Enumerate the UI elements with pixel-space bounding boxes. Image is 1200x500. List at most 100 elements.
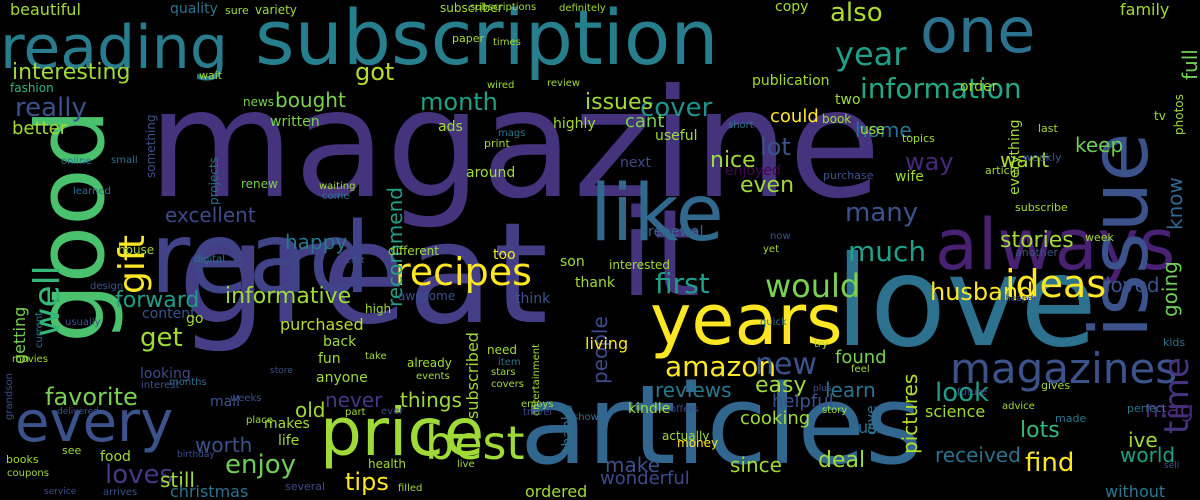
- cloud-word: enjoyed: [725, 163, 781, 179]
- cloud-word: waiting: [319, 181, 356, 192]
- cloud-word: easy: [755, 373, 807, 398]
- cloud-word: never: [325, 388, 383, 412]
- cloud-word: order: [960, 79, 998, 95]
- cloud-word: arrives: [103, 487, 138, 498]
- cloud-word: written: [270, 114, 320, 130]
- cloud-word: short: [728, 120, 754, 131]
- cloud-word: copy: [775, 0, 809, 15]
- cloud-word: issues: [585, 90, 653, 115]
- cloud-word: everything: [1007, 119, 1023, 195]
- cloud-word: world: [1120, 443, 1176, 467]
- cloud-word: small: [111, 155, 138, 166]
- cloud-word: sure: [225, 4, 249, 17]
- cloud-word: magazines: [950, 344, 1178, 393]
- cloud-word: ads: [438, 119, 463, 135]
- cloud-word: loved: [1105, 273, 1160, 297]
- cloud-word: story: [822, 405, 848, 416]
- cloud-word: kindle: [628, 401, 671, 417]
- cloud-word: months: [169, 377, 207, 388]
- cloud-word: better: [12, 118, 68, 139]
- cloud-word: delivered: [57, 407, 99, 417]
- cloud-word: son: [560, 254, 585, 270]
- cloud-word: informative: [225, 284, 352, 309]
- cloud-word: cant: [625, 111, 665, 132]
- cloud-word: book: [822, 112, 852, 126]
- cloud-word: feel: [851, 364, 870, 375]
- cloud-word: old: [295, 398, 326, 422]
- cloud-word: home: [855, 118, 912, 142]
- cloud-word: get: [140, 323, 183, 353]
- cloud-word: subscriptions: [470, 2, 537, 13]
- cloud-word: us: [858, 418, 877, 437]
- cloud-word: house: [118, 243, 155, 257]
- cloud-word: new: [755, 347, 818, 382]
- cloud-word: cooking: [740, 408, 811, 429]
- cloud-word: forward: [115, 288, 200, 313]
- cloud-word: still: [160, 468, 195, 492]
- cloud-word: fashion: [10, 81, 54, 95]
- cloud-word: looking: [140, 366, 191, 382]
- cloud-word: always: [935, 204, 1176, 286]
- cloud-word: interest: [141, 380, 180, 391]
- cloud-word: sell: [1164, 461, 1180, 471]
- cloud-word: way: [905, 148, 954, 176]
- cloud-word: find: [1025, 448, 1075, 478]
- cloud-word: subscribed: [463, 332, 482, 420]
- cloud-word: review: [547, 78, 581, 89]
- cloud-word: month: [420, 88, 498, 116]
- cloud-word: first: [655, 267, 710, 300]
- cloud-word: news: [243, 95, 275, 109]
- cloud-word: interesting: [12, 60, 131, 85]
- cloud-word: lots: [1020, 418, 1060, 443]
- cloud-word: worth: [195, 433, 253, 457]
- cloud-word: year: [835, 35, 907, 73]
- cloud-word: awesome: [398, 289, 456, 303]
- cloud-word: things: [400, 388, 462, 412]
- cloud-word: cover: [640, 93, 713, 123]
- cloud-word: books: [6, 453, 39, 466]
- cloud-word: something: [144, 114, 158, 178]
- cloud-word: grandson: [4, 372, 15, 420]
- cloud-word: got: [355, 58, 395, 86]
- cloud-word: content: [142, 306, 196, 322]
- cloud-word: articles: [520, 361, 923, 489]
- cloud-word: gives: [1041, 379, 1071, 392]
- cloud-word: enjoys: [521, 399, 554, 410]
- cloud-word: think: [515, 291, 551, 307]
- cloud-word: two: [835, 92, 861, 108]
- cloud-word: every: [15, 390, 174, 455]
- cloud-word: covers: [491, 379, 525, 390]
- cloud-word: pictures: [898, 373, 922, 455]
- cloud-word: place: [246, 415, 273, 426]
- cloud-word: need: [487, 343, 517, 357]
- cloud-word: paper: [452, 32, 484, 45]
- cloud-word: like: [590, 169, 724, 259]
- cloud-word: bought: [275, 88, 346, 112]
- cloud-word: found: [835, 347, 887, 368]
- cloud-word: read: [150, 202, 371, 316]
- cloud-word: renew: [241, 177, 278, 191]
- cloud-word: item: [498, 357, 521, 368]
- cloud-word: many: [845, 198, 919, 228]
- cloud-word: full: [1178, 48, 1200, 80]
- cloud-word: try: [814, 339, 828, 350]
- cloud-word: deal: [818, 448, 866, 473]
- cloud-word: christmas: [170, 482, 249, 500]
- cloud-word: store: [270, 366, 293, 376]
- cloud-word: going: [1158, 261, 1182, 317]
- cloud-word: beautiful: [10, 0, 81, 19]
- cloud-word: plus: [813, 384, 832, 394]
- cloud-word: come: [322, 191, 350, 202]
- cloud-word: look: [935, 378, 990, 408]
- cloud-word: usually: [65, 317, 101, 328]
- cloud-word: highly: [553, 116, 596, 132]
- cloud-word: quality: [170, 1, 218, 17]
- cloud-word: design: [90, 281, 124, 292]
- cloud-word: now: [770, 231, 791, 242]
- cloud-word: high: [365, 302, 392, 316]
- cloud-word: future: [957, 387, 988, 398]
- cloud-word: much: [848, 235, 927, 268]
- cloud-word: mail: [210, 394, 240, 410]
- cloud-word: wired: [487, 80, 515, 91]
